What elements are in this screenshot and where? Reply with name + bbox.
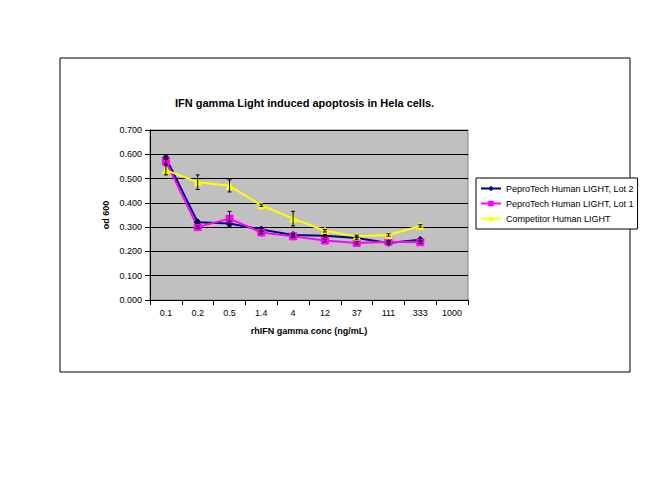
svg-text:333: 333 [413,308,428,318]
svg-text:111: 111 [382,308,396,318]
svg-text:0.2: 0.2 [191,308,204,318]
svg-text:od 600: od 600 [101,201,111,230]
svg-text:0.200: 0.200 [119,246,142,256]
svg-text:4: 4 [291,308,296,318]
svg-text:37: 37 [352,308,362,318]
svg-text:rhIFN gamma conc (ng/mL): rhIFN gamma conc (ng/mL) [251,326,368,336]
svg-text:0.5: 0.5 [223,308,236,318]
svg-text:0.1: 0.1 [160,308,173,318]
svg-text:1000: 1000 [442,308,462,318]
svg-text:1.4: 1.4 [255,308,268,318]
svg-text:0.000: 0.000 [119,295,142,305]
svg-text:0.700: 0.700 [119,125,142,135]
svg-text:PeproTech Human LIGHT, Lot 2: PeproTech Human LIGHT, Lot 2 [506,184,634,194]
svg-text:12: 12 [320,308,330,318]
svg-text:0.500: 0.500 [119,174,142,184]
svg-text:0.100: 0.100 [119,271,142,281]
svg-text:0.400: 0.400 [119,198,142,208]
svg-text:0.300: 0.300 [119,222,142,232]
svg-text:IFN gamma Light induced apopto: IFN gamma Light induced apoptosis in Hel… [175,97,434,109]
svg-text:Competitor Human LIGHT: Competitor Human LIGHT [506,214,611,224]
svg-text:0.600: 0.600 [119,149,142,159]
svg-text:PeproTech Human LIGHT, Lot 1: PeproTech Human LIGHT, Lot 1 [506,199,634,209]
